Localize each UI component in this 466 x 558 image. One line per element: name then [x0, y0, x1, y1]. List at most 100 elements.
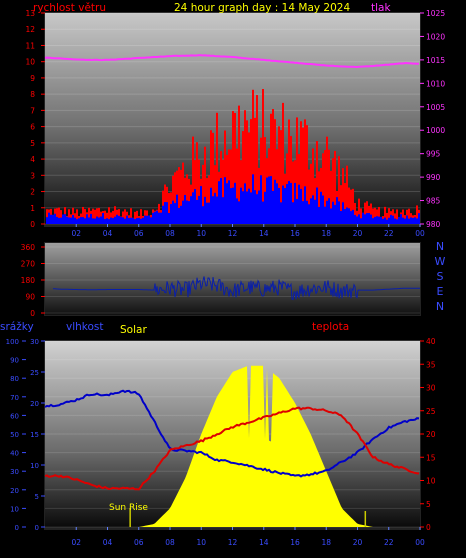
rain-tick-label: 100	[6, 338, 19, 346]
wind-average-bar	[234, 182, 236, 224]
wind-gust-bar	[182, 162, 184, 224]
wind-average-bar	[142, 217, 144, 224]
wind-average-bar	[194, 189, 196, 224]
hour-tick-label: 14	[259, 538, 269, 547]
wind-average-bar	[290, 182, 292, 224]
wind-gust-bar	[300, 121, 302, 224]
wind-average-bar	[116, 214, 118, 224]
wind-average-bar	[184, 194, 186, 224]
wind-gust-bar	[94, 209, 96, 224]
wind-gust-bar	[288, 119, 290, 224]
wind-average-bar	[362, 212, 364, 224]
wind-gust-bar	[254, 117, 256, 224]
wind-speed-tick-label: 9	[30, 74, 35, 83]
wind-gust-bar	[374, 207, 376, 224]
direction-tick-label: 90	[25, 293, 35, 302]
wind-average-bar	[296, 198, 298, 224]
wind-gust-bar	[340, 185, 342, 224]
wind-gust-bar	[310, 163, 312, 224]
wind-gust-bar	[236, 148, 238, 224]
wind-direction-plot-area	[45, 243, 420, 315]
wind-gust-bar	[346, 165, 348, 224]
wind-gust-bar	[186, 174, 188, 224]
hour-tick-label: 06	[134, 538, 144, 547]
wind-gust-bar	[104, 210, 106, 224]
hour-tick-label: 10	[196, 538, 206, 547]
wind-average-bar	[384, 217, 386, 224]
sunrise-annotation: Sun Rise	[109, 503, 148, 513]
wind-average-bar	[340, 210, 342, 224]
wind-average-bar	[292, 202, 294, 224]
wind-average-bar	[412, 217, 414, 224]
wind-average-bar	[56, 216, 58, 224]
wind-average-bar	[416, 218, 418, 224]
wind-average-bar	[58, 217, 60, 224]
wind-gust-bar	[370, 203, 372, 224]
wind-average-bar	[260, 175, 262, 224]
wind-gust-bar	[332, 158, 334, 224]
wind-direction-series-line	[52, 276, 420, 301]
wind-average-bar	[304, 186, 306, 224]
wind-gust-bar	[304, 119, 306, 224]
wind-average-bar	[256, 194, 258, 224]
wind-speed-tick-label: 10	[25, 58, 35, 67]
wind-average-bar	[284, 188, 286, 224]
hour-tick-label: 18	[321, 538, 331, 547]
wind-average-bar	[316, 187, 318, 224]
wind-average-bar	[248, 188, 250, 224]
rain-tick-label: 70	[10, 394, 19, 402]
pressure-tick-label: 980	[426, 220, 441, 229]
temperature-tick-label: 15	[426, 453, 436, 462]
wind-gust-bar	[302, 127, 304, 224]
wind-average-bar	[372, 218, 374, 224]
wind-gust-bar	[350, 189, 352, 224]
wind-average-bar	[320, 191, 322, 224]
wind-gust-bar	[136, 210, 138, 224]
wind-average-bar	[186, 200, 188, 224]
wind-average-bar	[192, 192, 194, 224]
temperature-tick-label: 30	[426, 384, 436, 393]
hour-tick-label: 16	[290, 538, 300, 547]
hour-tick-label: 06	[134, 229, 144, 238]
wind-average-bar	[202, 206, 204, 224]
wind-average-bar	[336, 197, 338, 224]
wind-speed-tick-label: 13	[25, 9, 35, 18]
humidity-tick-label: 20	[30, 400, 39, 408]
wind-average-bar	[168, 212, 170, 224]
pressure-series-line	[44, 54, 419, 69]
humidity-axis-label: vlhkost	[66, 321, 104, 333]
hour-tick-label: 02	[71, 229, 81, 238]
wind-average-bar	[120, 216, 122, 224]
wind-gust-bar	[206, 178, 208, 224]
wind-average-bar	[356, 216, 358, 224]
hour-tick-label: 18	[321, 229, 331, 238]
wind-average-bar	[158, 212, 160, 224]
chart-title: 24 hour graph day : 14 May 2024	[174, 2, 350, 14]
wind-average-bar	[274, 179, 276, 224]
wind-average-bar	[224, 177, 226, 224]
wind-average-bar	[208, 202, 210, 224]
wind-average-bar	[90, 213, 92, 224]
wind-gust-bar	[342, 168, 344, 224]
wind-average-bar	[222, 197, 224, 224]
wind-average-bar	[394, 218, 396, 224]
wind-average-bar	[332, 201, 334, 224]
wind-gust-bar	[378, 206, 380, 224]
wind-average-bar	[188, 201, 190, 224]
wind-gust-bar	[372, 208, 374, 224]
direction-tick-label: 180	[21, 276, 36, 285]
wind-average-bar	[294, 182, 296, 224]
solar-radiation-area	[45, 365, 420, 527]
wind-gust-bar	[212, 132, 214, 224]
wind-average-bar	[400, 214, 402, 224]
wind-average-bar	[266, 177, 268, 224]
wind-average-bar	[132, 217, 134, 224]
temperature-tick-label: 25	[426, 407, 436, 416]
rain-tick-label: 90	[10, 357, 19, 365]
wind-average-bar	[206, 202, 208, 224]
wind-gust-bar	[328, 149, 330, 224]
wind-speed-tick-label: 11	[25, 41, 35, 50]
wind-average-bar	[418, 213, 420, 224]
wind-average-bar	[288, 181, 290, 224]
wind-average-bar	[210, 187, 212, 224]
